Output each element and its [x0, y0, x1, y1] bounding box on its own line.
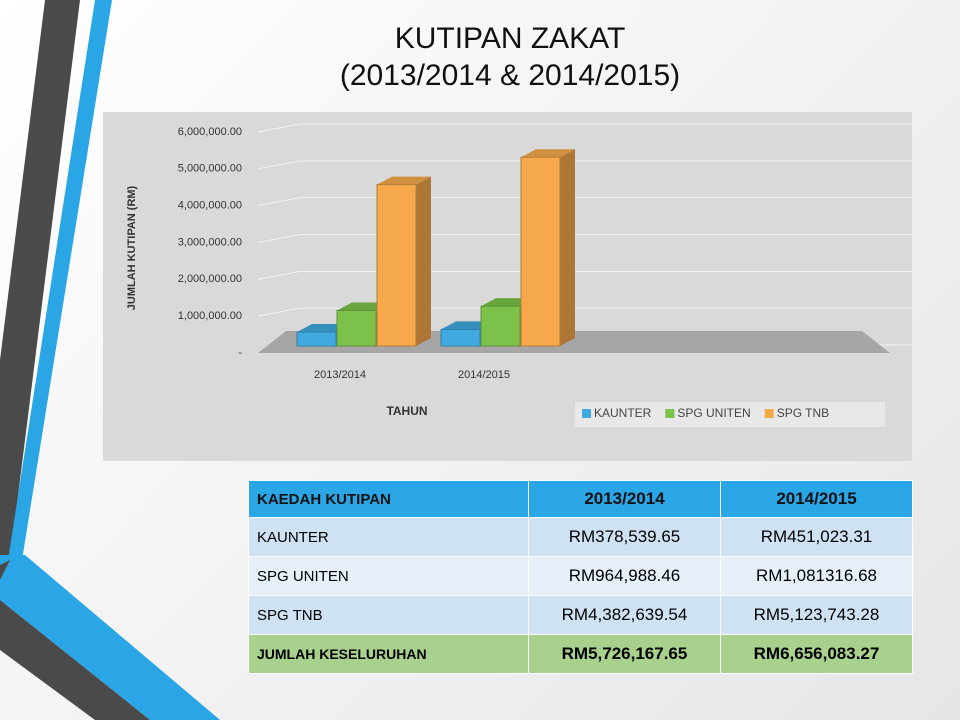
- y-tick-label: 4,000,000.00: [178, 200, 242, 212]
- table-cell: RM5,123,743.28: [720, 595, 913, 635]
- legend-marker: [665, 409, 675, 418]
- grid-line: [257, 270, 912, 280]
- bar-top: [377, 176, 431, 185]
- table-cell: RM4,382,639.54: [528, 595, 721, 635]
- y-tick-label: 3,000,000.00: [178, 236, 242, 248]
- table-cell: RM451,023.31: [720, 517, 913, 557]
- x-tick-label: 2013/2014: [314, 369, 366, 381]
- bar-top: [521, 149, 575, 158]
- legend: [575, 402, 885, 427]
- decor-stripe: [0, 600, 150, 720]
- bar-front: [296, 331, 337, 347]
- legend-label: KAUNTER: [594, 406, 652, 420]
- table-cell: SPG UNITEN: [248, 556, 529, 596]
- legend-label: SPG UNITEN: [677, 406, 750, 420]
- y-tick-label: 1,000,000.00: [178, 310, 242, 322]
- table-cell: SPG TNB: [248, 595, 529, 635]
- bar-side: [560, 149, 575, 346]
- table-cell: 2013/2014: [528, 480, 721, 518]
- bar-front: [336, 309, 377, 347]
- legend-marker: [764, 409, 774, 418]
- table-cell: RM378,539.65: [528, 517, 721, 557]
- y-tick-label: 2,000,000.00: [178, 273, 242, 285]
- legend-label: SPG TNB: [777, 406, 829, 420]
- x-tick-label: 2014/2015: [458, 369, 510, 381]
- decor-stripe: [8, 0, 112, 560]
- slide-subtitle: (2013/2014 & 2014/2015): [340, 59, 680, 92]
- bar-front: [520, 156, 561, 347]
- table-cell: RM1,081316.68: [720, 556, 913, 596]
- table-row: JUMLAH KESELURUHAN RM5,726,167.65 RM6,656,…: [248, 634, 913, 674]
- bar-front: [480, 305, 521, 347]
- x-axis-label: TAHUN: [386, 404, 427, 418]
- table-row: SPG TNB RM4,382,639.54 RM5,123,743.28: [248, 595, 913, 635]
- decor-stripe: [0, 0, 80, 560]
- table-cell: RM6,656,083.27: [720, 634, 913, 674]
- bar: [376, 176, 431, 347]
- table-cell: KAEDAH KUTIPAN: [248, 480, 529, 518]
- y-tick-label: 5,000,000.00: [178, 163, 242, 175]
- bar-side: [416, 176, 431, 346]
- bar-front: [376, 184, 417, 347]
- bar: [520, 149, 575, 347]
- decor-stripe: [0, 555, 220, 720]
- y-tick-label: -: [238, 347, 242, 359]
- table-cell: 2014/2015: [720, 480, 913, 518]
- grid-line: [257, 234, 912, 243]
- bar-front: [440, 328, 481, 347]
- grid-line: [257, 160, 912, 170]
- slide-title: KUTIPAN ZAKAT: [395, 22, 626, 55]
- table-cell: JUMLAH KESELURUHAN: [248, 634, 529, 674]
- grid-line: [257, 307, 912, 317]
- grid-line: [257, 123, 912, 133]
- table-row: SPG UNITEN RM964,988.46 RM1,081316.68: [248, 556, 913, 596]
- table-cell: KAUNTER: [248, 517, 529, 557]
- y-tick-label: 6,000,000.00: [178, 126, 242, 138]
- table-row: KAEDAH KUTIPAN 2013/2014 2014/2015: [248, 480, 913, 518]
- table-cell: RM964,988.46: [528, 556, 721, 596]
- data-table: KAEDAH KUTIPAN 2013/2014 2014/2015 KAUNTER R…: [248, 480, 913, 674]
- y-axis-label: JUMLAH KUTIPAN (RM): [126, 185, 138, 310]
- grid-line: [257, 197, 912, 207]
- table-row: KAUNTER RM378,539.65 RM451,023.31: [248, 517, 913, 557]
- decor-stripe: [0, 560, 10, 580]
- table-cell: RM5,726,167.65: [528, 634, 721, 674]
- legend-marker: [582, 409, 591, 418]
